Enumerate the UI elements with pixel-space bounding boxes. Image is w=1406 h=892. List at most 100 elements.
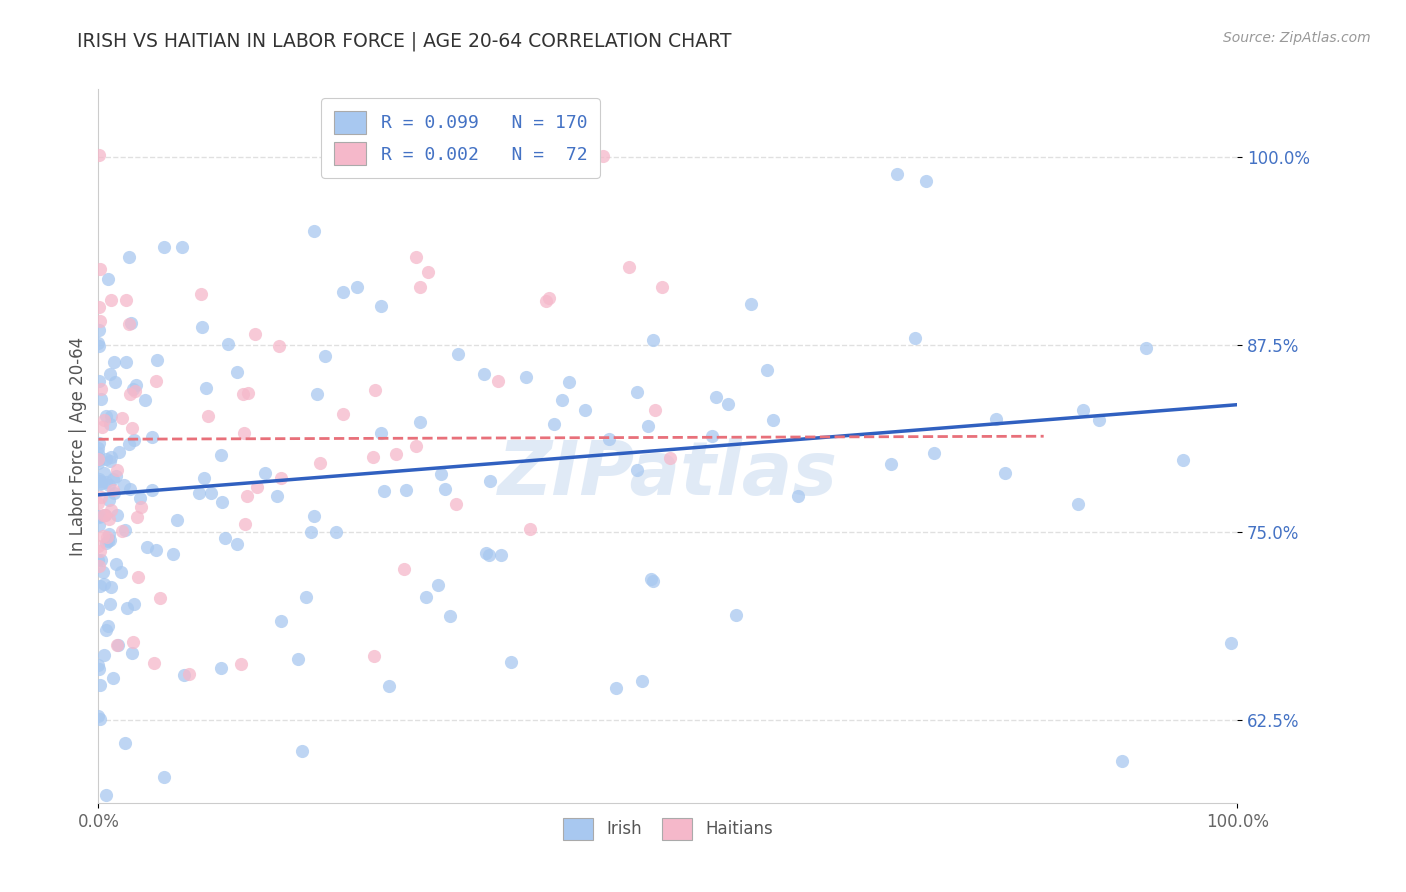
Point xyxy=(120,387,142,401)
Point xyxy=(145,542,167,557)
Point xyxy=(173,668,195,682)
Point xyxy=(89,579,111,593)
Point xyxy=(94,452,117,467)
Point xyxy=(385,447,408,461)
Point xyxy=(105,638,128,652)
Point xyxy=(1135,341,1157,355)
Point xyxy=(94,789,117,803)
Point xyxy=(87,558,110,573)
Point xyxy=(405,250,427,264)
Point xyxy=(89,509,111,524)
Point xyxy=(543,417,565,431)
Point xyxy=(110,566,132,580)
Point xyxy=(89,712,111,726)
Point xyxy=(294,590,316,604)
Point xyxy=(121,421,143,435)
Point xyxy=(658,450,681,465)
Point xyxy=(98,597,121,611)
Point xyxy=(302,224,325,238)
Point xyxy=(87,658,110,673)
Point xyxy=(904,330,927,344)
Point xyxy=(87,374,110,388)
Point xyxy=(475,546,498,560)
Point xyxy=(346,280,368,294)
Point xyxy=(105,463,128,477)
Point xyxy=(915,174,938,188)
Point xyxy=(90,553,112,567)
Point xyxy=(640,572,662,586)
Point xyxy=(87,323,110,337)
Point xyxy=(211,495,233,509)
Point xyxy=(118,436,141,450)
Point xyxy=(226,536,249,550)
Point xyxy=(111,411,134,425)
Point xyxy=(91,529,114,543)
Point xyxy=(191,320,214,334)
Point xyxy=(98,477,121,491)
Point xyxy=(444,497,467,511)
Point xyxy=(229,657,252,671)
Point xyxy=(97,493,120,508)
Point xyxy=(112,478,135,492)
Point xyxy=(153,770,176,784)
Point xyxy=(89,314,111,328)
Point xyxy=(631,673,654,688)
Point xyxy=(740,297,762,311)
Point xyxy=(209,661,232,675)
Point xyxy=(246,480,269,494)
Point xyxy=(118,250,141,264)
Point xyxy=(363,384,385,398)
Point xyxy=(378,679,401,693)
Point xyxy=(1087,413,1109,427)
Point xyxy=(103,486,125,500)
Point xyxy=(91,565,114,579)
Point xyxy=(762,412,785,426)
Point xyxy=(193,471,215,485)
Point xyxy=(253,467,276,481)
Point xyxy=(519,522,541,536)
Point xyxy=(87,339,110,353)
Point xyxy=(177,667,200,681)
Point xyxy=(270,614,292,628)
Point xyxy=(87,495,110,509)
Point xyxy=(96,536,118,550)
Point xyxy=(104,375,127,389)
Point xyxy=(115,354,138,368)
Point xyxy=(332,407,354,421)
Point xyxy=(299,524,322,539)
Point xyxy=(236,386,259,401)
Point xyxy=(87,552,110,566)
Point xyxy=(114,523,136,537)
Point xyxy=(392,562,415,576)
Point xyxy=(538,291,561,305)
Point xyxy=(93,413,115,427)
Point xyxy=(755,363,778,377)
Point xyxy=(787,489,810,503)
Point xyxy=(122,598,145,612)
Point xyxy=(125,378,148,392)
Point xyxy=(129,491,152,505)
Point xyxy=(124,433,146,447)
Point xyxy=(233,516,256,531)
Point xyxy=(472,367,495,381)
Point xyxy=(479,474,502,488)
Point xyxy=(1067,497,1090,511)
Point xyxy=(142,657,165,671)
Point xyxy=(87,510,110,524)
Point xyxy=(87,661,110,675)
Point xyxy=(105,508,128,523)
Point xyxy=(534,293,557,308)
Point xyxy=(287,652,309,666)
Point xyxy=(87,336,110,351)
Point xyxy=(103,483,125,497)
Point xyxy=(98,533,121,547)
Point xyxy=(626,385,648,400)
Point xyxy=(209,448,232,462)
Point xyxy=(97,619,120,633)
Point xyxy=(197,409,219,423)
Point xyxy=(478,548,501,562)
Point xyxy=(1111,754,1133,768)
Point xyxy=(489,548,512,562)
Point xyxy=(89,543,111,558)
Point xyxy=(984,412,1007,426)
